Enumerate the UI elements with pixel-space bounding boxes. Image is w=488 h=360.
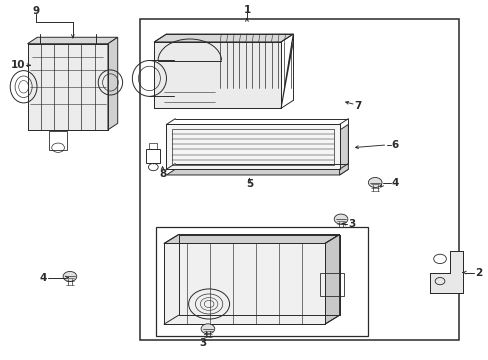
Bar — [140, 19, 458, 339]
Circle shape — [63, 271, 77, 282]
Text: 4: 4 — [391, 177, 398, 188]
Bar — [172, 129, 333, 165]
Text: 8: 8 — [159, 168, 166, 179]
Bar — [146, 149, 160, 163]
Polygon shape — [27, 44, 108, 130]
Polygon shape — [339, 125, 347, 175]
Text: 6: 6 — [391, 140, 398, 150]
Text: 3: 3 — [199, 338, 206, 348]
Bar — [49, 131, 67, 150]
Bar — [163, 243, 325, 324]
Polygon shape — [429, 251, 462, 293]
Polygon shape — [27, 37, 118, 44]
Circle shape — [367, 177, 381, 188]
Polygon shape — [325, 234, 339, 324]
Bar — [149, 143, 157, 149]
Bar — [320, 273, 344, 296]
Polygon shape — [166, 125, 339, 169]
Polygon shape — [163, 234, 339, 243]
Text: 2: 2 — [474, 267, 481, 278]
Text: 9: 9 — [32, 6, 40, 17]
Polygon shape — [281, 34, 293, 108]
Polygon shape — [166, 169, 347, 175]
Polygon shape — [154, 34, 293, 42]
Circle shape — [201, 324, 214, 334]
Text: 7: 7 — [354, 102, 361, 112]
Bar — [156, 226, 367, 336]
Circle shape — [333, 214, 347, 224]
Text: 5: 5 — [245, 179, 252, 189]
Bar — [166, 125, 339, 169]
Text: 10: 10 — [10, 60, 25, 70]
Polygon shape — [154, 42, 281, 108]
Text: 4: 4 — [39, 273, 46, 283]
Text: 3: 3 — [347, 219, 354, 229]
Polygon shape — [178, 234, 339, 315]
Text: 1: 1 — [243, 5, 250, 15]
Polygon shape — [163, 243, 325, 324]
Polygon shape — [108, 37, 118, 130]
